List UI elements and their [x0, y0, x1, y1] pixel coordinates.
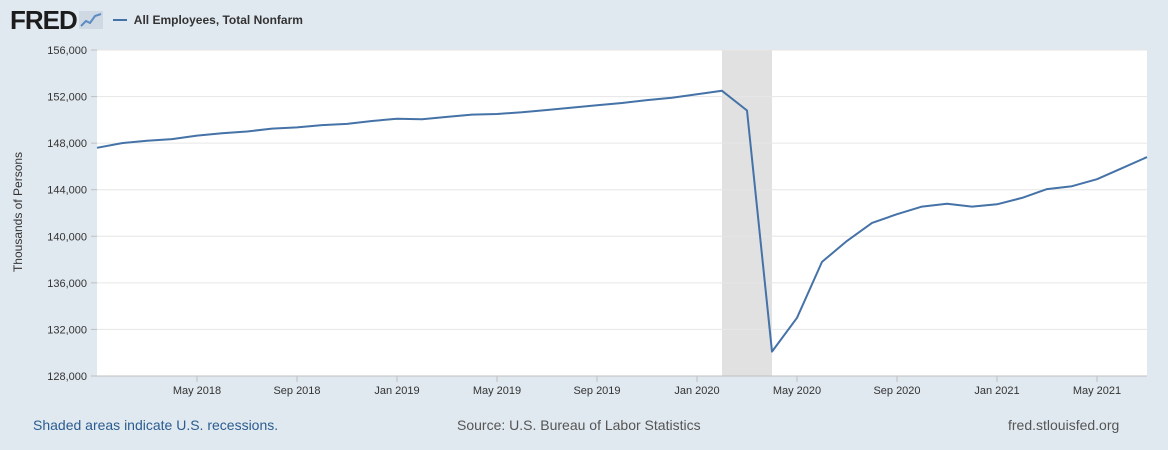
- y-tick-label: 148,000: [47, 138, 87, 150]
- y-tick-label: 156,000: [47, 45, 87, 57]
- x-tick-label: Jan 2020: [674, 385, 719, 397]
- y-tick-label: 152,000: [47, 92, 87, 104]
- fred-logo[interactable]: FRED: [10, 5, 78, 35]
- series-line: [96, 89, 1148, 353]
- y-axis-ticks: 128,000 132,000 136,000 140,000 144,000 148,0…: [47, 45, 97, 383]
- site-link[interactable]: fred.stlouisfed.org: [1008, 417, 1120, 433]
- plot-area: [97, 50, 1147, 376]
- y-tick-label: 136,000: [47, 278, 87, 290]
- y-tick-label: 140,000: [47, 231, 87, 243]
- x-tick-label: Sep 2020: [873, 385, 920, 397]
- y-tick-label: 132,000: [47, 324, 87, 336]
- x-tick-label: May 2019: [473, 385, 521, 397]
- y-tick-label: 128,000: [47, 371, 87, 383]
- x-axis-ticks: May 2018 Sep 2018 Jan 2019 May 2019 Sep 2019…: [97, 375, 1147, 397]
- x-tick-label: Sep 2018: [273, 385, 320, 397]
- chart-header: FRED All Employees, Total Nonfarm: [10, 6, 303, 34]
- legend-swatch: [112, 19, 127, 21]
- fred-graph-icon: [78, 11, 103, 29]
- legend-label: All Employees, Total Nonfarm: [133, 13, 303, 27]
- recession-band: [722, 50, 772, 376]
- source-note: Source: U.S. Bureau of Labor Statistics: [457, 417, 701, 433]
- x-tick-label: May 2020: [773, 385, 821, 397]
- legend: All Employees, Total Nonfarm: [112, 13, 303, 27]
- gridlines: [97, 49, 1147, 377]
- recession-note-link[interactable]: Shaded areas indicate U.S. recessions.: [33, 417, 279, 433]
- y-axis-label: Thousands of Persons: [11, 152, 25, 272]
- x-tick-label: May 2021: [1073, 385, 1121, 397]
- x-tick-label: Jan 2019: [374, 385, 419, 397]
- x-tick-label: May 2018: [173, 385, 221, 397]
- y-tick-label: 144,000: [47, 185, 87, 197]
- x-tick-label: Jan 2021: [974, 385, 1019, 397]
- recession-layer: [722, 50, 772, 376]
- x-tick-label: Sep 2019: [573, 385, 620, 397]
